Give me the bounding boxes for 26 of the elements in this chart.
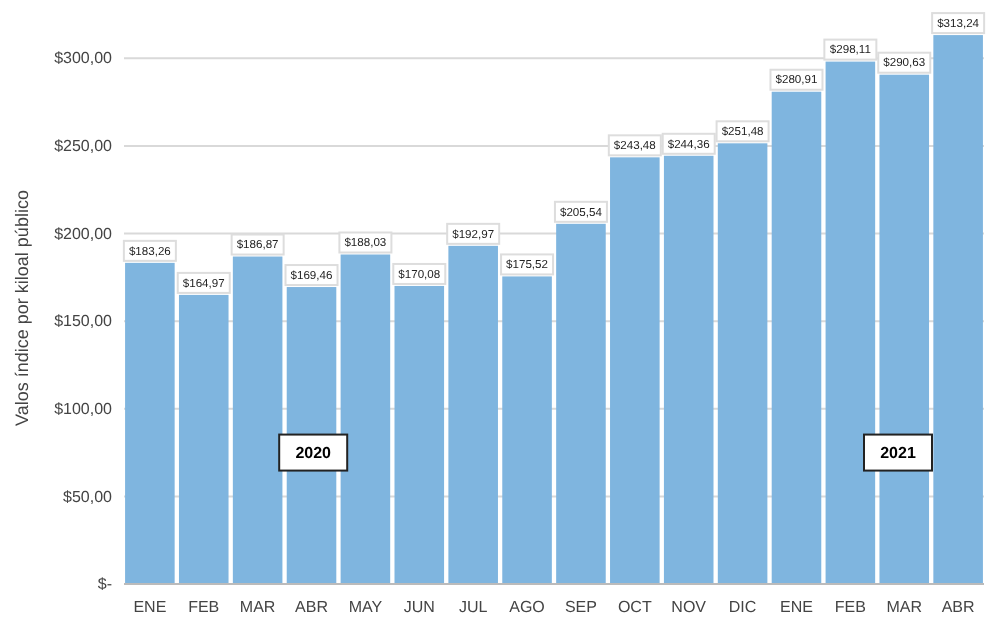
x-tick-label: ABR <box>295 598 329 616</box>
y-tick-label: $50,00 <box>63 487 114 506</box>
x-tick-label: NOV <box>671 598 708 616</box>
annotation: 2020 <box>295 443 333 462</box>
y-tick-label: $250,00 <box>54 137 114 156</box>
y-tick-label: $300,00 <box>54 49 114 68</box>
y-tick-label: $100,00 <box>54 399 114 418</box>
x-tick-label: FEB <box>188 598 220 616</box>
y-tick-label: $200,00 <box>54 224 114 243</box>
y-tick-label: $- <box>97 575 113 594</box>
x-tick-label: ENE <box>780 598 813 616</box>
x-tick-label: MAR <box>239 598 276 616</box>
annotation: 2021 <box>880 443 917 462</box>
x-tick-label: ENE <box>133 598 167 616</box>
x-tick-label: ABR <box>941 598 976 616</box>
x-tick-label: JUN <box>403 598 436 616</box>
x-tick-label: MAY <box>348 598 384 616</box>
y-axis-title: Valos índice por kiloal público <box>12 190 32 426</box>
x-tick-label: MAR <box>886 598 923 616</box>
x-tick-label: AGO <box>509 598 545 616</box>
x-tick-label: OCT <box>617 598 652 616</box>
x-tick-label: FEB <box>834 598 866 616</box>
x-tick-label: SEP <box>564 598 597 616</box>
x-tick-label: JUL <box>458 598 489 616</box>
y-tick-label: $150,00 <box>54 312 114 331</box>
x-tick-label: DIC <box>728 598 757 616</box>
